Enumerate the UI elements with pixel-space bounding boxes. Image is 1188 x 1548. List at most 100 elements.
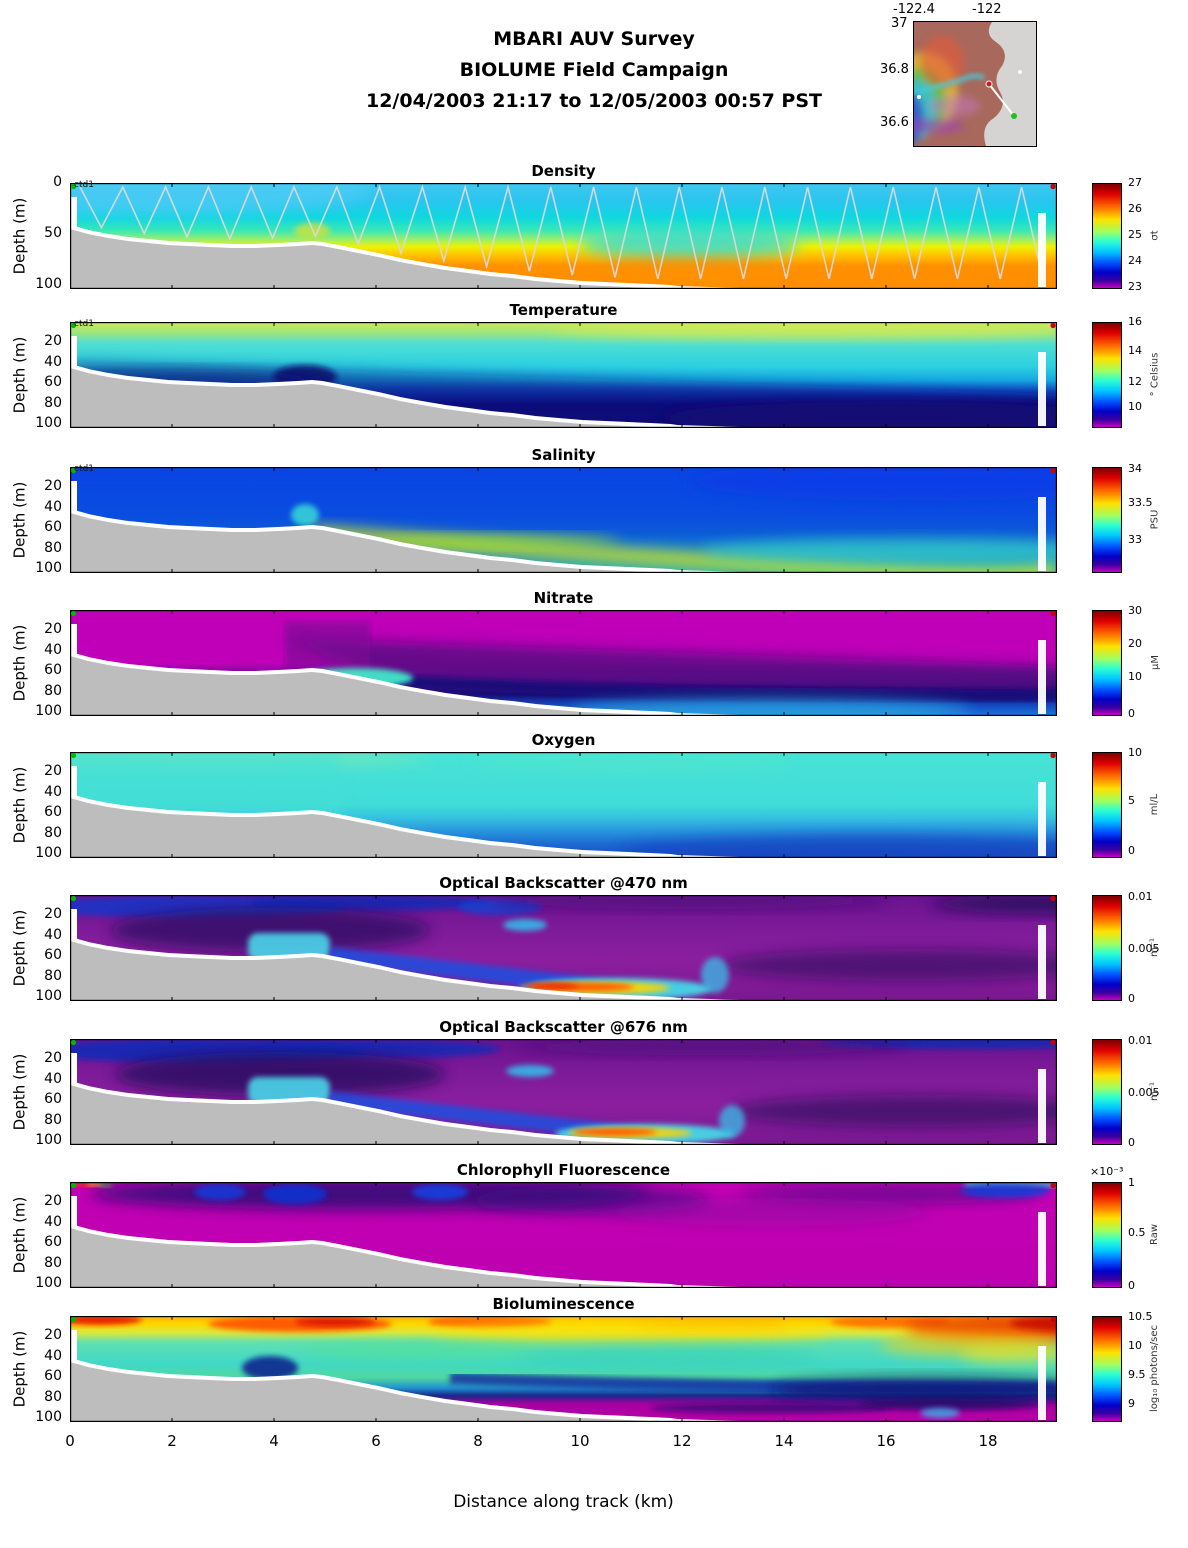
- y-tick: 60: [44, 804, 62, 821]
- track-end-dot: [1050, 1182, 1056, 1189]
- y-tick: 60: [44, 1091, 62, 1108]
- colorbar-tick: 33: [1128, 532, 1142, 546]
- track-start-dot: [70, 1182, 77, 1189]
- track-end-dot: [1050, 895, 1056, 902]
- map-ytick-366: 36.6: [880, 115, 909, 130]
- y-tick: 60: [44, 662, 62, 679]
- y-tick: 100: [35, 988, 62, 1004]
- colorbar-tick: 26: [1128, 202, 1142, 215]
- y-tick: 100: [35, 1409, 62, 1425]
- seafloor: [70, 513, 670, 573]
- map-waypoint-dot2: [917, 95, 921, 99]
- track-start-dot: [70, 1039, 77, 1046]
- ctd-track-label: ctd1: [74, 180, 94, 190]
- y-tick: 20: [44, 763, 62, 780]
- panel-title: Temperature: [509, 301, 618, 319]
- colorbar-tick: 0: [1128, 1136, 1135, 1149]
- colorbar-tick: 33.5: [1128, 496, 1153, 510]
- y-tick: 40: [44, 498, 62, 515]
- colorbar-tick: 9.5: [1128, 1368, 1146, 1382]
- map-track-line: [988, 83, 1015, 117]
- seafloor: [70, 656, 670, 716]
- track-end-dot: [1050, 322, 1056, 329]
- track-end-dot: [1050, 1316, 1056, 1323]
- colorbar: [1092, 1039, 1122, 1145]
- panel-title: Chlorophyll Fluorescence: [456, 1161, 671, 1179]
- y-tick: 80: [44, 539, 62, 556]
- y-tick: 80: [44, 1111, 62, 1128]
- x-tick: 12: [672, 1432, 692, 1450]
- section-plot-3: [70, 610, 1057, 716]
- section-plot-1: [70, 322, 1057, 428]
- title-line-1: MBARI AUV Survey: [493, 28, 695, 50]
- y-tick: 40: [44, 1070, 62, 1087]
- y-tick: 100: [35, 415, 62, 431]
- axes-box: [70, 183, 1057, 289]
- field-features: [70, 1182, 1057, 1226]
- colorbar-tick: 0.5: [1128, 1225, 1146, 1239]
- section-plot-0: [70, 183, 1057, 289]
- panel-title: Nitrate: [533, 589, 594, 607]
- y-tick: 80: [44, 394, 62, 411]
- colorbar-tick: 27: [1128, 176, 1142, 189]
- y-tick: 100: [35, 560, 62, 576]
- y-tick: 40: [44, 1213, 62, 1230]
- y-tick: 60: [44, 374, 62, 391]
- colorbar-unit: ° Celsius: [1149, 352, 1161, 396]
- seafloor: [70, 1362, 670, 1422]
- colorbar-unit: μM: [1149, 654, 1161, 670]
- section-plot-7: [70, 1182, 1057, 1288]
- title-line-2: BIOLUME Field Campaign: [459, 59, 729, 81]
- y-tick: 20: [44, 1193, 62, 1210]
- x-tick: 2: [167, 1432, 177, 1450]
- colorbar-unit: σt: [1149, 229, 1161, 241]
- y-tick: 40: [44, 1347, 62, 1364]
- colorbar-tick: 0: [1128, 1279, 1135, 1292]
- y-tick: 20: [44, 478, 62, 495]
- y-tick: 0: [53, 174, 62, 190]
- x-tick: 10: [570, 1432, 590, 1450]
- colorbar-unit: log₁₀ photons/sec: [1149, 1324, 1161, 1412]
- x-tick: 14: [774, 1432, 794, 1450]
- map-ytick-37: 37: [891, 16, 908, 31]
- axes-box: [70, 322, 1057, 428]
- seafloor: [70, 941, 670, 1001]
- x-tick: 8: [473, 1432, 483, 1450]
- ctd-track-label: ctd1: [74, 464, 94, 474]
- section-plot-2: [70, 467, 1057, 573]
- y-tick: 100: [35, 276, 62, 292]
- colorbar: [1092, 610, 1122, 716]
- y-tick: 40: [44, 926, 62, 943]
- y-tick: 20: [44, 1327, 62, 1344]
- colorbar-tick: 20: [1128, 637, 1142, 651]
- y-tick: 40: [44, 353, 62, 370]
- title-line-3: 12/04/2003 21:17 to 12/05/2003 00:57 PST: [365, 90, 823, 112]
- x-tick: 6: [371, 1432, 381, 1450]
- track-start-dot: [70, 183, 77, 190]
- colorbar-tick: 30: [1128, 604, 1142, 618]
- auv-track-line: [79, 183, 1044, 280]
- track-start-dot: [70, 752, 77, 759]
- colorbar-tick: 0.005: [1128, 1086, 1160, 1100]
- colorbar-unit: m⁻¹: [1149, 937, 1161, 957]
- y-tick: 50: [44, 225, 62, 241]
- colorbar: [1092, 322, 1122, 428]
- map-end-dot: [1011, 113, 1017, 119]
- y-tick: 100: [35, 1132, 62, 1148]
- colorbar-tick: 10: [1128, 669, 1142, 683]
- axes-box: [70, 1316, 1057, 1422]
- colorbar-unit: ml/L: [1149, 793, 1161, 815]
- track-start-dot: [70, 1316, 77, 1323]
- axes-box: [70, 467, 1057, 573]
- y-tick: 80: [44, 1254, 62, 1271]
- y-tick: 20: [44, 906, 62, 923]
- colorbar-exponent: ×10⁻³: [1090, 1165, 1124, 1178]
- colorbar: [1092, 467, 1122, 573]
- section-plot-5: [70, 895, 1057, 1001]
- colorbar: [1092, 895, 1122, 1001]
- colorbar-tick: 0: [1128, 843, 1135, 857]
- y-tick: 80: [44, 1388, 62, 1405]
- colorbar-tick: 5: [1128, 793, 1135, 807]
- colorbar-tick: 34: [1128, 462, 1142, 476]
- colorbar: [1092, 1316, 1122, 1422]
